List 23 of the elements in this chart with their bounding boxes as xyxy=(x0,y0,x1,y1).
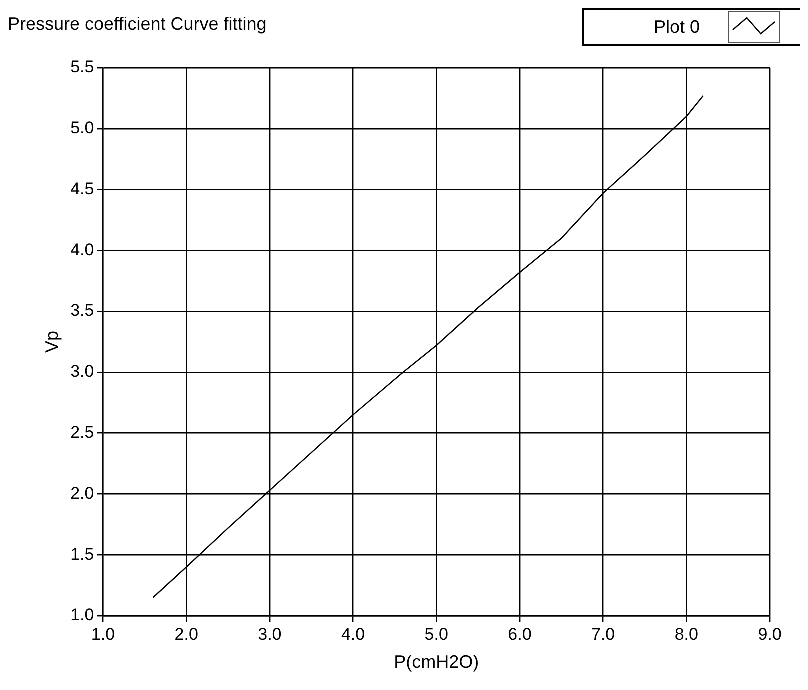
y-tick-label: 3.5 xyxy=(70,301,94,320)
y-axis-title: Vp xyxy=(42,330,62,354)
x-tick-label: 5.0 xyxy=(424,624,448,644)
y-tick-label: 2.0 xyxy=(70,484,94,503)
x-tick-label: 6.0 xyxy=(508,624,532,644)
x-tick-label: 2.0 xyxy=(174,624,198,644)
x-tick-label: 1.0 xyxy=(91,624,116,644)
x-tick-label: 9.0 xyxy=(758,624,782,644)
x-tick-label: 7.0 xyxy=(591,624,616,644)
chart-title: Pressure coefficient Curve fitting xyxy=(8,14,267,35)
y-tick-label: 1.5 xyxy=(70,544,94,564)
y-tick-label: 5.0 xyxy=(70,118,94,138)
y-tick-label: 4.0 xyxy=(70,240,94,260)
x-tick-label: 8.0 xyxy=(674,624,698,644)
y-tick-label: 4.5 xyxy=(70,179,94,198)
legend-label: Plot 0 xyxy=(652,16,701,38)
x-tick-label: 4.0 xyxy=(341,624,366,644)
y-tick-label: 2.5 xyxy=(70,423,94,442)
y-tick-label: 5.5 xyxy=(70,58,94,77)
y-tick-label: 3.0 xyxy=(70,362,94,382)
x-axis-title: P(cmH2O) xyxy=(394,652,480,672)
x-tick-label: 3.0 xyxy=(258,624,282,644)
y-tick-label: 1.0 xyxy=(70,606,94,625)
